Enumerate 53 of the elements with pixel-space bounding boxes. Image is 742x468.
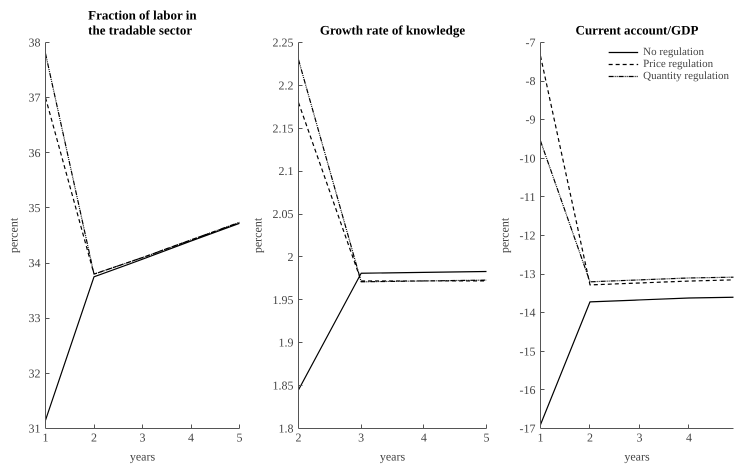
y-tick-label: 2 [288,250,294,264]
legend-label: Quantity regulation [643,70,729,82]
y-tick-label: -10 [520,151,536,166]
x-tick-label: 4 [188,430,194,444]
chart-title: Fraction of labor in the tradable sector [88,8,198,38]
y-tick-label: -15 [520,344,536,358]
y-tick-label: 2.05 [272,207,294,222]
x-axis-title: years [624,450,650,464]
y-tick-label: -11 [520,190,536,204]
y-tick-label: 37 [28,90,40,105]
y-tick-label: 31 [28,422,40,436]
y-tick-label: 32 [28,366,40,380]
x-axis-title: years [380,450,406,464]
y-tick-label: -17 [520,422,536,436]
x-axis-title: years [130,450,156,464]
y-tick-label: 33 [28,311,40,326]
x-tick-label: 2 [91,430,97,444]
x-tick-label: 2 [586,430,593,444]
y-tick-label: 2.25 [272,36,294,50]
y-tick-label: 35 [28,200,40,215]
y-tick-label: -13 [520,267,536,282]
x-tick-label: 5 [236,430,242,444]
y-tick-label: -16 [520,382,536,397]
y-tick-label: 1.85 [272,378,294,393]
y-tick-label: 36 [28,146,40,160]
y-tick-label: 2.15 [272,121,294,136]
x-tick-label: 3 [140,430,146,444]
y-tick-label: -14 [520,306,536,320]
chart-title: Current account/GDP [576,22,698,38]
y-tick-label: 2.1 [278,164,294,178]
legend-label: No regulation [643,46,704,58]
y-tick-label: -12 [520,228,536,242]
x-tick-label: 4 [420,430,427,444]
x-tick-label: 1 [42,430,48,444]
x-tick-label: 3 [636,430,642,444]
y-tick-label: -7 [526,36,536,50]
y-tick-label: 1.95 [272,292,294,307]
x-tick-label: 3 [358,430,364,444]
y-axis-title: percent [250,217,264,254]
x-tick-label: 5 [484,430,490,444]
y-tick-label: 38 [28,36,40,50]
y-tick-label: 1.9 [278,336,294,350]
y-tick-label: 34 [28,256,40,270]
legend-label: Price regulation [643,58,714,70]
y-axis-title: percent [498,217,512,254]
x-tick-label: 1 [538,430,544,444]
y-tick-label: 1.8 [278,422,294,436]
y-tick-label: -8 [526,74,536,88]
x-tick-label: 4 [686,430,692,444]
chart-title: Growth rate of knowledge [320,22,466,38]
y-tick-label: 2.2 [278,78,294,92]
y-tick-label: -9 [526,112,536,127]
y-axis-title: percent [6,217,20,254]
